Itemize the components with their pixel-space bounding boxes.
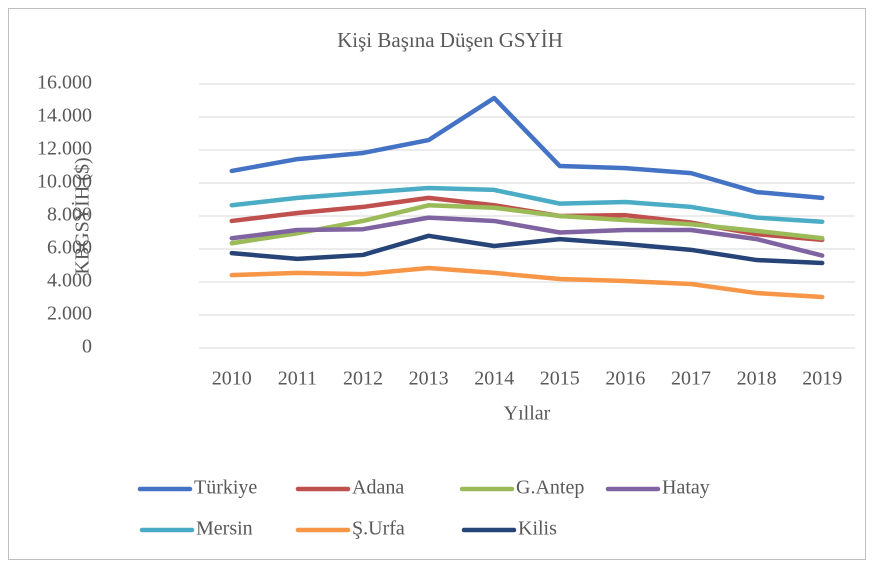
legend-label: Ş.Urfa <box>352 518 405 540</box>
y-axis-title: KBGSYİH ($) <box>71 157 94 274</box>
chart-border <box>8 8 866 560</box>
legend-label: Mersin <box>196 518 253 540</box>
data-line <box>229 215 825 258</box>
x-tick-label: 2016 <box>605 368 645 390</box>
legend-label: Adana <box>352 477 404 499</box>
x-tick-label: 2019 <box>802 368 842 390</box>
x-tick-label: 2017 <box>671 368 711 390</box>
x-tick-label: 2010 <box>212 368 252 390</box>
x-tick-label: 2014 <box>474 368 514 390</box>
chart-title: Kişi Başına Düşen GSYİH <box>337 28 563 52</box>
data-line <box>229 203 825 246</box>
x-tick-label: 2011 <box>278 368 317 390</box>
y-tick-label: 12.000 <box>37 138 92 160</box>
y-tick-label: 10.000 <box>37 171 92 193</box>
x-tick-label: 2015 <box>540 368 580 390</box>
x-tick-label: 2018 <box>737 368 777 390</box>
y-tick-label: 2.000 <box>47 303 92 325</box>
y-tick-label: 0 <box>82 336 92 358</box>
y-tick-label: 16.000 <box>37 72 92 94</box>
y-tick-label: 6.000 <box>47 237 92 259</box>
legend-label: Türkiye <box>194 477 257 499</box>
y-tick-label: 8.000 <box>47 204 92 226</box>
legend-label: Kilis <box>518 518 557 540</box>
legend-label: G.Antep <box>516 477 584 499</box>
y-tick-label: 4.000 <box>47 270 92 292</box>
x-tick-label: 2013 <box>409 368 449 390</box>
data-line <box>229 95 825 201</box>
data-line <box>229 185 825 225</box>
data-line <box>229 265 825 300</box>
x-tick-label: 2012 <box>343 368 383 390</box>
legend-label: Hatay <box>662 477 710 499</box>
data-line <box>229 233 825 266</box>
x-axis-title: Yıllar <box>504 403 551 425</box>
y-tick-label: 14.000 <box>37 105 92 127</box>
